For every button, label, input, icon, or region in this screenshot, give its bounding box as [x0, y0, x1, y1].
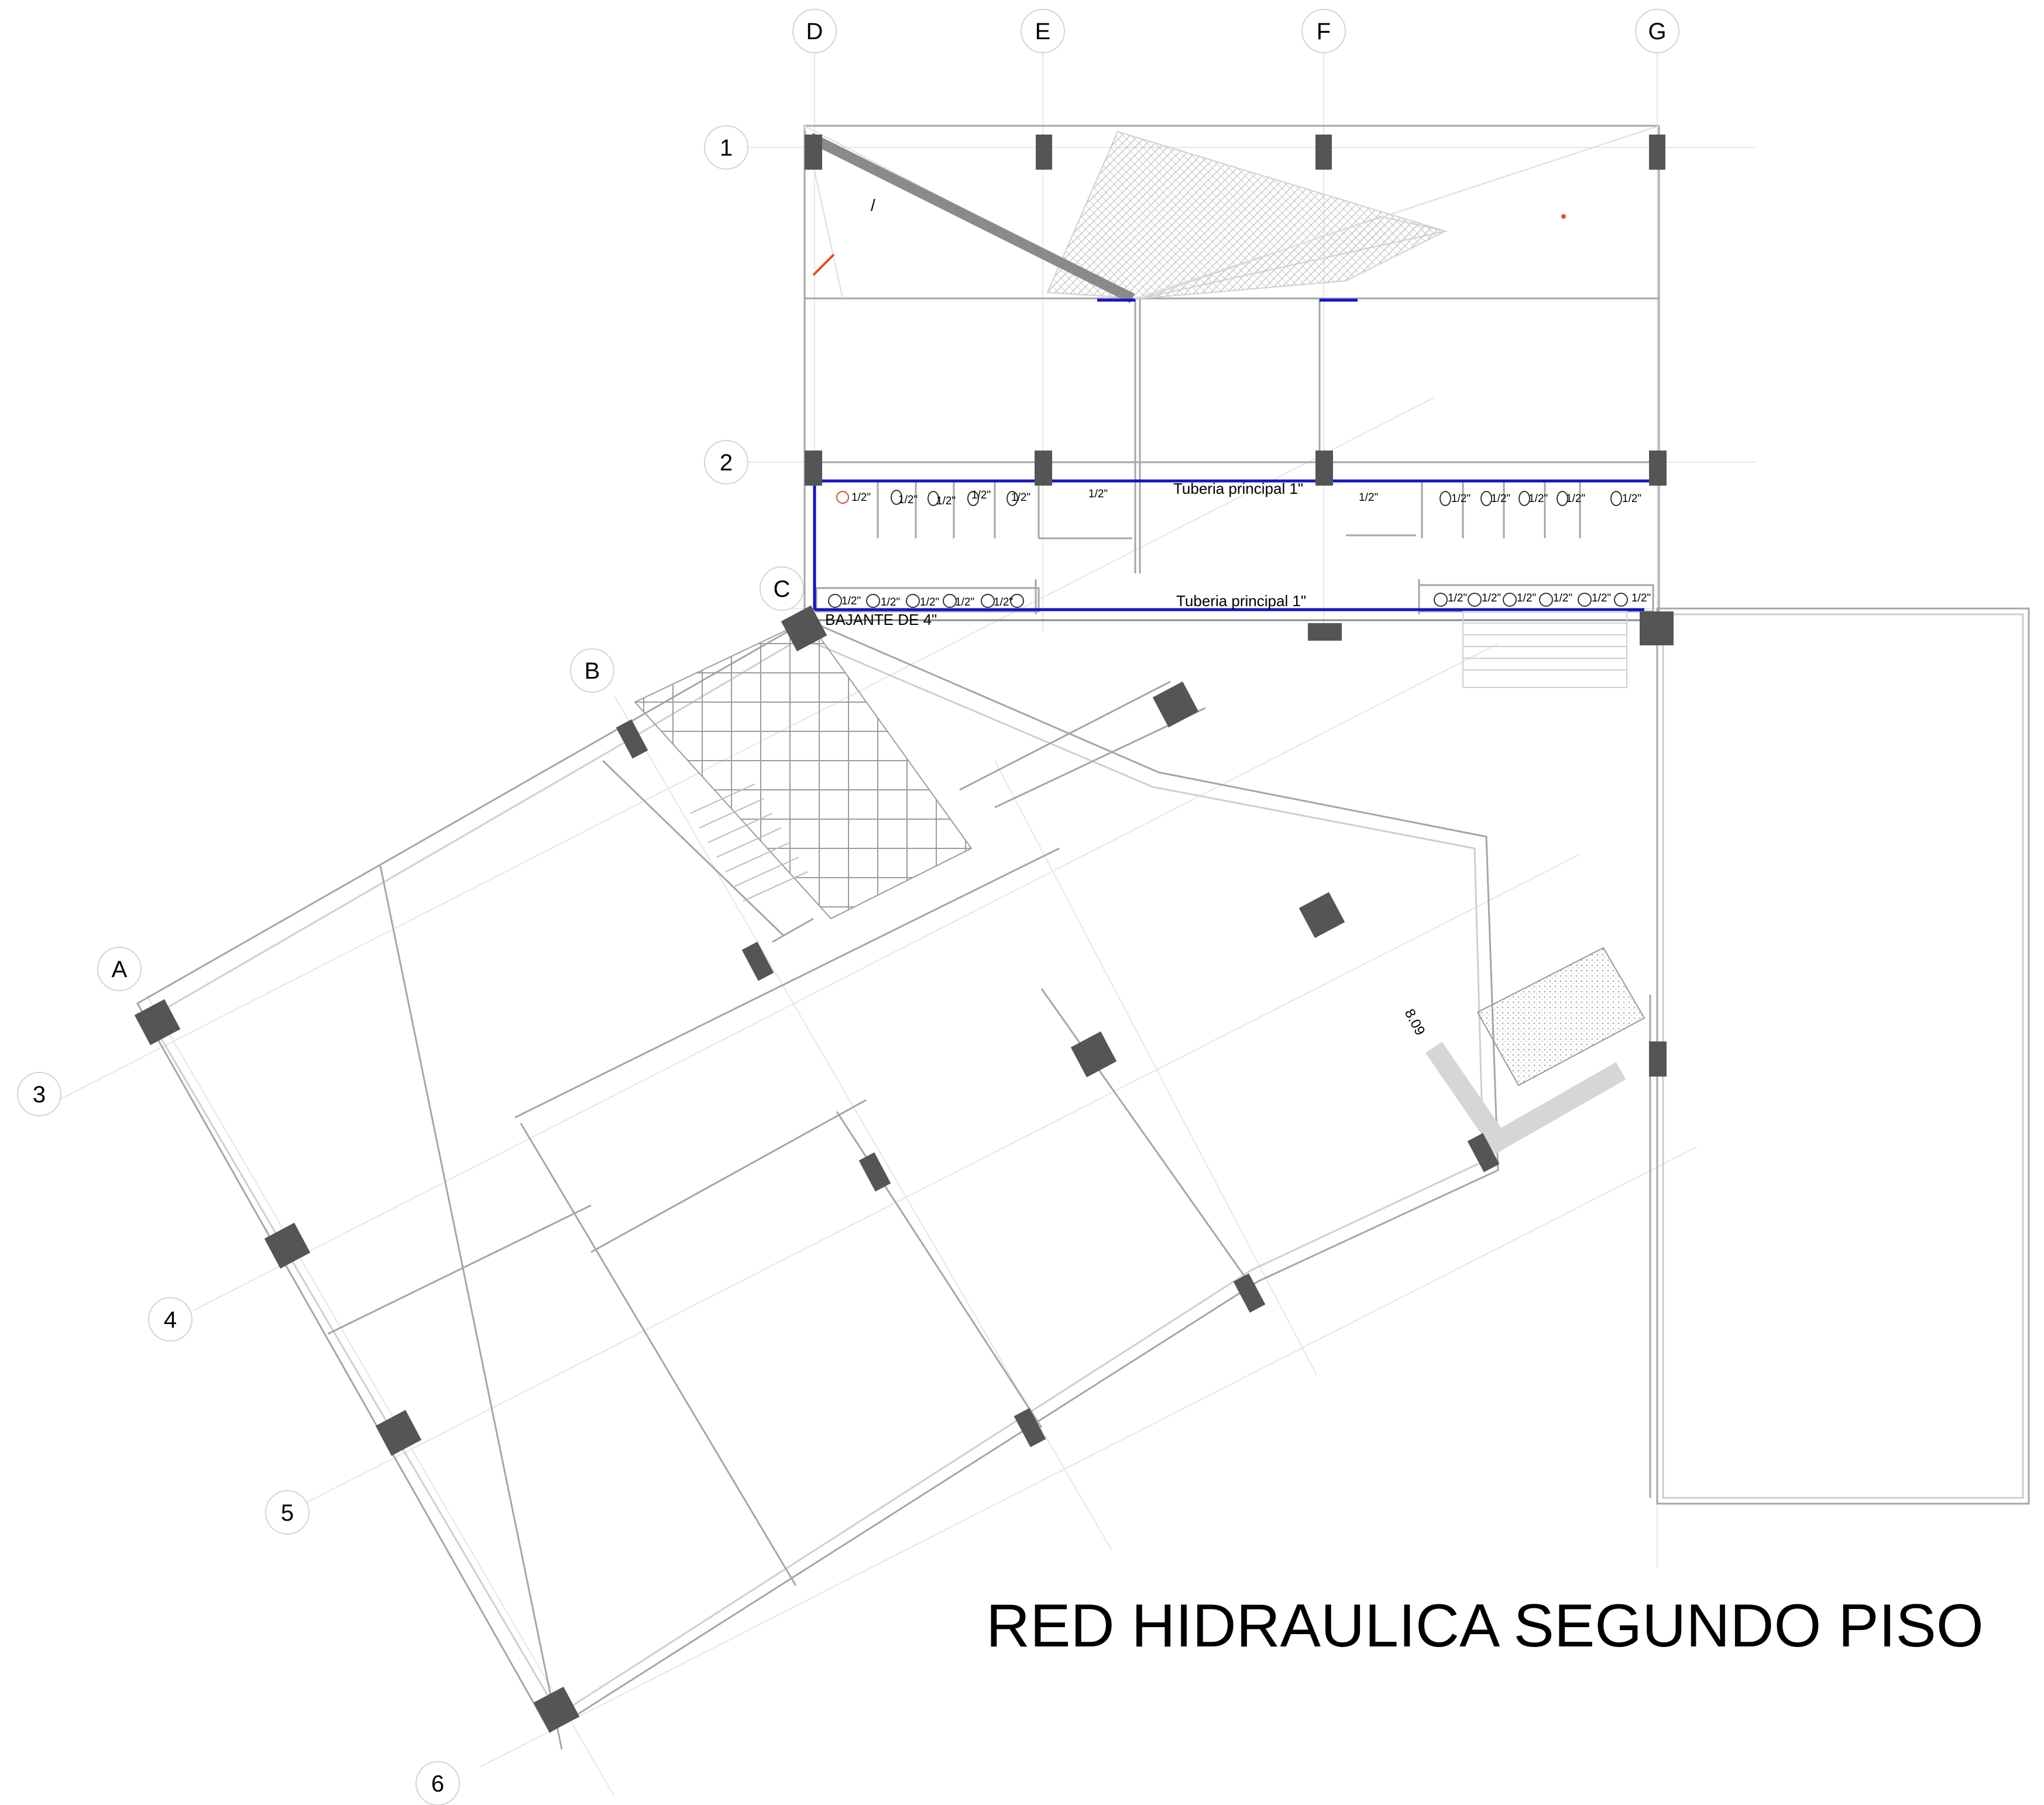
main-pipe-lower-label: Tuberia principal 1" [1176, 592, 1306, 610]
svg-text:6: 6 [431, 1771, 444, 1797]
grid-bubble-5: 5 [265, 1490, 310, 1535]
downspout-label: BAJANTE DE 4" [825, 611, 937, 628]
svg-text:1/2": 1/2" [971, 489, 991, 501]
svg-text:E: E [1035, 19, 1051, 44]
svg-text:1/2": 1/2" [920, 596, 939, 608]
svg-text:1/2": 1/2" [1451, 493, 1471, 505]
svg-text:1/2": 1/2" [936, 495, 956, 507]
grid-bubble-e: E [1021, 9, 1065, 53]
dimension-note: 8.09 [1401, 1006, 1428, 1038]
fixtures-upper-row [836, 490, 1622, 506]
svg-text:G: G [1648, 19, 1666, 44]
grid-bubble-6: 6 [415, 1761, 460, 1805]
svg-text:1/2": 1/2" [1592, 592, 1611, 604]
drawing-title: RED HIDRAULICA SEGUNDO PISO [986, 1592, 1984, 1660]
svg-text:1/2": 1/2" [1359, 491, 1378, 504]
right-room [1649, 607, 2030, 1505]
accent-mark [812, 253, 835, 276]
slash-mark: / [871, 196, 875, 214]
svg-text:3: 3 [33, 1082, 46, 1108]
svg-text:2: 2 [720, 450, 733, 476]
svg-text:1/2": 1/2" [1566, 493, 1585, 505]
svg-text:1/2": 1/2" [1553, 592, 1572, 604]
roof-hatch [1046, 130, 1448, 300]
grid-bubble-4: 4 [148, 1297, 193, 1342]
svg-text:1/2": 1/2" [1631, 592, 1651, 604]
upper-building [803, 125, 1660, 621]
svg-text:5: 5 [281, 1500, 294, 1526]
svg-text:A: A [112, 957, 128, 982]
svg-text:1/2": 1/2" [1448, 592, 1467, 604]
columns [134, 135, 1674, 1733]
grid-bubble-2: 2 [704, 440, 748, 484]
stairs-right [1462, 611, 1627, 688]
svg-text:B: B [585, 658, 600, 684]
svg-text:1/2": 1/2" [851, 491, 871, 504]
grid-lines [58, 47, 2025, 1797]
svg-text:1/2": 1/2" [1491, 493, 1510, 505]
water-pipes [813, 298, 1650, 611]
svg-text:D: D [806, 19, 823, 44]
branch-labels-lower: 1/2" 1/2" 1/2" 1/2" 1/2" 1/2" 1/2" 1/2" … [841, 592, 1651, 608]
svg-text:1/2": 1/2" [1482, 592, 1501, 604]
main-pipe-upper-label: Tuberia principal 1" [1173, 480, 1303, 497]
svg-text:4: 4 [164, 1307, 177, 1333]
svg-text:C: C [774, 576, 791, 602]
svg-text:1/2": 1/2" [1528, 493, 1548, 505]
svg-text:1/2": 1/2" [881, 596, 900, 608]
grid-bubble-b: B [570, 648, 614, 693]
roof-beam [808, 132, 1135, 304]
svg-text:1/2": 1/2" [1622, 493, 1641, 505]
grid-bubble-3: 3 [17, 1072, 61, 1116]
tiled-area [634, 619, 973, 920]
garden-patch [1476, 947, 1645, 1087]
svg-text:1/2": 1/2" [1088, 488, 1108, 500]
grid-bubble-g: G [1635, 9, 1679, 53]
terrace-wall [1425, 1041, 1626, 1154]
grid-bubble-c: C [760, 566, 804, 611]
grid-bubble-a: A [97, 947, 142, 991]
svg-text:1: 1 [720, 135, 733, 161]
svg-text:1/2": 1/2" [994, 596, 1013, 608]
branch-labels-upper: 1/2" 1/2" 1/2" 1/2" 1/2" 1/2" 1/2" 1/2" … [851, 488, 1641, 507]
accent-dot [1561, 214, 1566, 219]
svg-text:1/2": 1/2" [841, 595, 861, 607]
grid-bubble-d: D [792, 9, 837, 53]
stairs-lower [690, 783, 808, 902]
svg-text:1/2": 1/2" [1517, 592, 1536, 604]
svg-text:F: F [1317, 19, 1331, 44]
svg-text:1/2": 1/2" [898, 494, 918, 506]
grid-bubble-1: 1 [704, 125, 748, 170]
grid-bubble-f: F [1301, 9, 1346, 53]
fixtures-lower-row [828, 593, 1628, 608]
svg-text:1/2": 1/2" [955, 596, 974, 608]
svg-text:1/2": 1/2" [1011, 491, 1030, 504]
